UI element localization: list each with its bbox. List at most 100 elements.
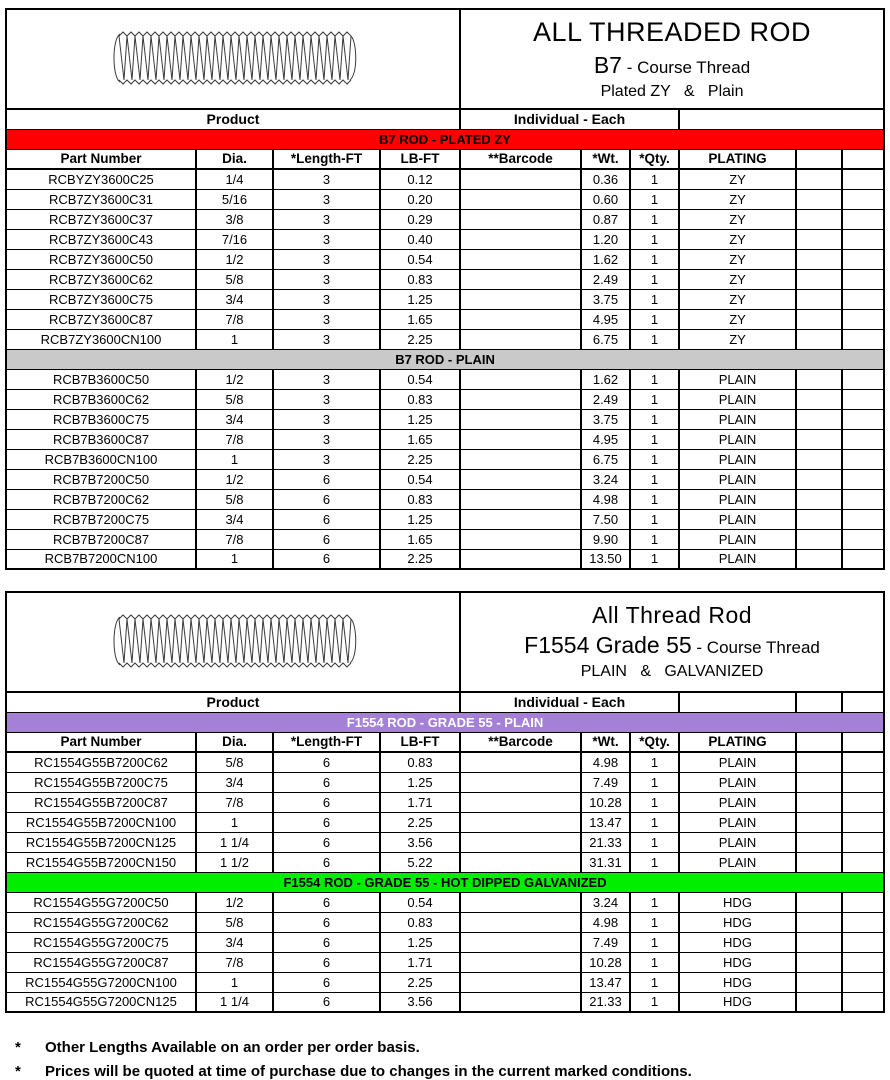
cell-empty	[840, 931, 886, 953]
cell-barcode	[459, 751, 582, 773]
cell-barcode	[459, 388, 582, 410]
cell-empty	[840, 288, 886, 310]
footnote-line: * Other Lengths Available on an order pe…	[15, 1039, 890, 1056]
cell-qty: 1	[629, 851, 680, 873]
footnotes: * Other Lengths Available on an order pe…	[5, 1039, 890, 1080]
cell-lb-ft: 0.54	[379, 248, 461, 270]
cell-barcode	[459, 188, 582, 210]
cell-dia: 5/8	[195, 268, 274, 290]
cell-length-ft: 3	[272, 308, 381, 330]
product-header-row: Product Individual - Each	[5, 691, 886, 713]
cell-plating: PLAIN	[678, 751, 797, 773]
column-header-lb-ft: LB-FT	[379, 148, 461, 170]
cell-empty	[795, 428, 843, 450]
product-image-cell	[5, 591, 461, 693]
cell-wt: 2.49	[580, 388, 631, 410]
cell-wt: 10.28	[580, 951, 631, 973]
product-image-cell	[5, 8, 461, 110]
cell-qty: 1	[629, 428, 680, 450]
cell-lb-ft: 0.40	[379, 228, 461, 250]
cell-empty	[795, 751, 843, 773]
cell-plating: ZY	[678, 288, 797, 310]
cell-length-ft: 6	[272, 548, 381, 570]
cell-length-ft: 6	[272, 468, 381, 490]
footnote-text: Prices will be quoted at time of purchas…	[45, 1063, 692, 1080]
cell-barcode	[459, 328, 582, 350]
cell-plating: ZY	[678, 248, 797, 270]
cell-wt: 3.24	[580, 891, 631, 913]
cell-wt: 3.24	[580, 468, 631, 490]
cell-part-number: RCB7B3600C62	[5, 388, 197, 410]
cell-plating: PLAIN	[678, 388, 797, 410]
cell-qty: 1	[629, 951, 680, 973]
cell-length-ft: 3	[272, 448, 381, 470]
cell-empty	[795, 328, 843, 350]
cell-wt: 10.28	[580, 791, 631, 813]
cell-dia: 3/4	[195, 931, 274, 953]
cell-dia: 1	[195, 548, 274, 570]
column-header-plating: PLATING	[678, 148, 797, 170]
cell-qty: 1	[629, 448, 680, 470]
table-row: RC1554G55B7200C75 3/4 6 1.25 7.49 1 PLAIN	[5, 771, 886, 793]
f1554-rod-table: All Thread Rod F1554 Grade 55 - Course Th…	[4, 591, 886, 1013]
cell-lb-ft: 0.54	[379, 891, 461, 913]
cell-empty	[840, 891, 886, 913]
cell-barcode	[459, 408, 582, 430]
cell-part-number: RCB7B7200CN100	[5, 548, 197, 570]
column-header--qty-: *Qty.	[629, 148, 680, 170]
cell-plating: PLAIN	[678, 831, 797, 853]
cell-lb-ft: 5.22	[379, 851, 461, 873]
cell-empty	[795, 971, 843, 993]
cell-plating: ZY	[678, 168, 797, 190]
cell-dia: 5/8	[195, 388, 274, 410]
cell-plating: PLAIN	[678, 448, 797, 470]
column-header-empty	[795, 731, 843, 753]
cell-empty	[795, 228, 843, 250]
table-row: RC1554G55B7200CN100 1 6 2.25 13.47 1 PLAIN	[5, 811, 886, 833]
cell-dia: 5/8	[195, 488, 274, 510]
column-header--wt-: *Wt.	[580, 731, 631, 753]
cell-qty: 1	[629, 831, 680, 853]
cell-qty: 1	[629, 468, 680, 490]
cell-qty: 1	[629, 508, 680, 530]
table-row: RCB7ZY3600C75 3/4 3 1.25 3.75 1 ZY	[5, 288, 886, 310]
cell-lb-ft: 1.25	[379, 288, 461, 310]
cell-part-number: RC1554G55G7200C62	[5, 911, 197, 933]
cell-barcode	[459, 548, 582, 570]
cell-qty: 1	[629, 911, 680, 933]
cell-plating: PLAIN	[678, 528, 797, 550]
footnote-text: Other Lengths Available on an order per …	[45, 1039, 420, 1056]
cell-lb-ft: 0.83	[379, 911, 461, 933]
cell-barcode	[459, 791, 582, 813]
cell-plating: HDG	[678, 931, 797, 953]
cell-dia: 1/2	[195, 468, 274, 490]
cell-dia: 1 1/2	[195, 851, 274, 873]
title-line-1: All Thread Rod	[592, 602, 753, 629]
cell-lb-ft: 0.54	[379, 368, 461, 390]
cell-empty	[795, 528, 843, 550]
cell-part-number: RCB7B7200C75	[5, 508, 197, 530]
individual-each-label-cell: Individual - Each	[459, 691, 680, 713]
cell-length-ft: 3	[272, 428, 381, 450]
cell-part-number: RCB7B3600C75	[5, 408, 197, 430]
cell-empty	[840, 408, 886, 430]
cell-empty	[840, 991, 886, 1013]
cell-empty	[795, 468, 843, 490]
cell-part-number: RCB7ZY3600C31	[5, 188, 197, 210]
cell-lb-ft: 1.71	[379, 951, 461, 973]
product-label-cell: Product	[5, 691, 461, 713]
title-grade: F1554 Grade 55	[524, 632, 692, 659]
cell-lb-ft: 0.83	[379, 751, 461, 773]
cell-plating: ZY	[678, 328, 797, 350]
cell-barcode	[459, 308, 582, 330]
cell-empty	[840, 831, 886, 853]
table-row: RC1554G55G7200C50 1/2 6 0.54 3.24 1 HDG	[5, 891, 886, 913]
cell-length-ft: 3	[272, 408, 381, 430]
cell-length-ft: 6	[272, 851, 381, 873]
table-row: RCB7ZY3600C87 7/8 3 1.65 4.95 1 ZY	[5, 308, 886, 330]
cell-barcode	[459, 831, 582, 853]
cell-wt: 13.50	[580, 548, 631, 570]
cell-barcode	[459, 528, 582, 550]
cell-qty: 1	[629, 208, 680, 230]
cell-empty	[795, 268, 843, 290]
